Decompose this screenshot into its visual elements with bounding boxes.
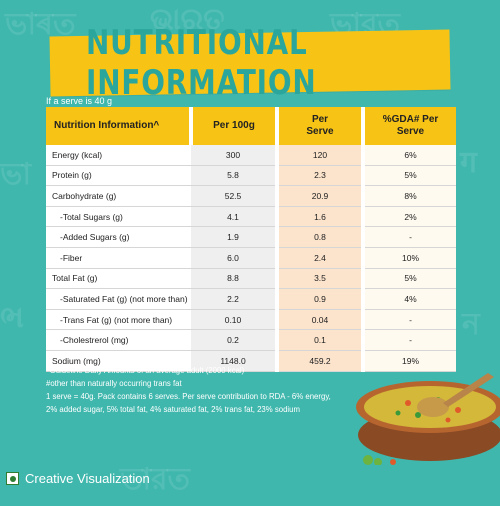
per-100g-value: 6.0 [191, 247, 277, 269]
background-watermark: ग [460, 145, 477, 180]
per-serve-value: 20.9 [275, 185, 363, 207]
per-100g-value: 0.2 [191, 329, 277, 351]
nutrient-name: Protein (g) [46, 165, 191, 187]
footnote-gda: ^Guideline Daily Amounts of an average a… [46, 366, 245, 375]
per-100g-value: 2.2 [191, 288, 277, 310]
header-per-serve: Per Serve [275, 107, 363, 145]
header-gda-per-serve: %GDA# Per Serve [361, 107, 456, 145]
per-100g-value: 1148.0 [191, 350, 277, 372]
gda-value: - [361, 226, 456, 248]
table-row: -Added Sugars (g) 1.9 0.8- [46, 226, 456, 248]
vegetarian-mark-icon [6, 472, 19, 485]
footnotes: ^Guideline Daily Amounts of an average a… [46, 364, 346, 416]
per-100g-value: 5.8 [191, 165, 277, 187]
per-100g-value: 300 [191, 145, 277, 166]
nutrient-name: Carbohydrate (g) [46, 185, 191, 207]
gda-value: 4% [361, 288, 456, 310]
header-nutrition-information: Nutrition Information^ [46, 107, 192, 145]
per-serve-value: 120 [275, 145, 363, 166]
footnote-trans-fat: #other than naturally occurring trans fa… [46, 379, 182, 388]
nutrient-name: Sodium (mg) [46, 350, 191, 372]
gda-value: 5% [361, 268, 456, 290]
page-title: NUTRITIONAL INFORMATION [86, 23, 317, 103]
footnote-rda-contribution: 2% added sugar, 5% total fat, 4% saturat… [46, 405, 300, 414]
per-serve-value: 0.8 [275, 226, 363, 248]
per-serve-value: 0.9 [275, 288, 363, 310]
per-serve-value: 0.04 [275, 309, 363, 331]
table-row: -Trans Fat (g) (not more than) 0.10 0.04- [46, 309, 456, 331]
nutrient-name: -Cholestrerol (mg) [46, 329, 191, 351]
creative-visualization-note: Creative Visualization [6, 471, 150, 486]
background-watermark: ভারত [120, 462, 191, 497]
gda-value: - [361, 309, 456, 331]
background-watermark: ભ [0, 300, 24, 335]
per-serve-value: 1.6 [275, 206, 363, 228]
per-100g-value: 8.8 [191, 268, 277, 290]
serve-note: If a serve is 40 g [46, 96, 113, 106]
background-watermark: ন [462, 307, 480, 342]
footnote-serve-info: 1 serve = 40g. Pack contains 6 serves. P… [46, 392, 331, 401]
gda-value: 5% [361, 165, 456, 187]
nutrient-name: Energy (kcal) [46, 145, 191, 166]
table-row: Carbohydrate (g) 52.5 20.9 8% [46, 185, 456, 207]
gda-value: - [361, 329, 456, 351]
per-serve-value: 0.1 [275, 329, 363, 351]
table-row: Protein (g) 5.8 2.3 5% [46, 165, 456, 187]
table-row: -Saturated Fat (g) (not more than) 2.2 0.9… [46, 288, 456, 310]
table-row: -Total Sugars (g) 4.1 1.6 2% [46, 206, 456, 228]
gda-value: 19% [361, 350, 456, 372]
nutrient-name: -Total Sugars (g) [46, 206, 191, 228]
gda-value: 8% [361, 185, 456, 207]
gda-value: 6% [361, 145, 456, 166]
per-100g-value: 1.9 [191, 226, 277, 248]
per-serve-value: 459.2 [275, 350, 363, 372]
table-header-row: Nutrition Information^ Per 100g Per Serv… [46, 107, 456, 145]
per-100g-value: 4.1 [191, 206, 277, 228]
nutrient-name: -Trans Fat (g) (not more than) [46, 309, 191, 331]
table-row: -Fiber 6.0 2.4 10% [46, 247, 456, 269]
per-100g-value: 52.5 [191, 185, 277, 207]
nutrient-name: -Fiber [46, 247, 191, 269]
per-serve-value: 2.4 [275, 247, 363, 269]
per-serve-value: 2.3 [275, 165, 363, 187]
header-per-100g: Per 100g [189, 107, 277, 145]
gda-value: 2% [361, 206, 456, 228]
table-row: Energy (kcal) 300 120 6% [46, 145, 456, 166]
table-row: Total Fat (g) 8.8 3.5 5% [46, 268, 456, 290]
nutrient-name: -Added Sugars (g) [46, 226, 191, 248]
nutrition-table: Nutrition Information^ Per 100g Per Serv… [46, 107, 456, 372]
table-row: Sodium (mg) 1148.0 459.2 19% [46, 350, 456, 372]
background-watermark: ভা [0, 157, 32, 192]
gda-value: 10% [361, 247, 456, 269]
per-100g-value: 0.10 [191, 309, 277, 331]
per-serve-value: 3.5 [275, 268, 363, 290]
background-watermark: ଭାରତ [150, 2, 225, 37]
nutrient-name: Total Fat (g) [46, 268, 191, 290]
creative-visualization-label: Creative Visualization [25, 471, 150, 486]
table-row: -Cholestrerol (mg) 0.2 0.1- [46, 329, 456, 351]
nutrient-name: -Saturated Fat (g) (not more than) [46, 288, 191, 310]
food-bowl-image [356, 373, 500, 465]
